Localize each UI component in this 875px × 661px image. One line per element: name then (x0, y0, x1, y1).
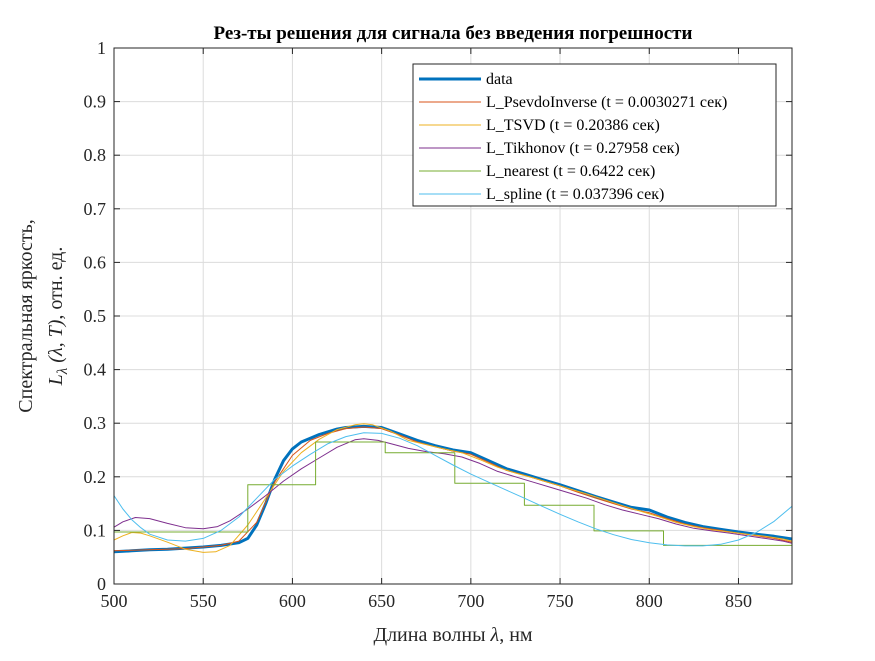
legend: data L_PsevdoInverse (t = 0.0030271 сек) L… (412, 63, 777, 207)
legend-label: L_PsevdoInverse (t = 0.0030271 сек) (486, 94, 727, 111)
y-tick-label: 0.5 (84, 306, 107, 326)
legend-label: L_nearest (t = 0.6422 сек) (486, 163, 655, 180)
chart-title: Рез-ты решения для сигнала без введения … (214, 23, 693, 44)
x-tick-label: 850 (725, 591, 752, 611)
x-tick-label: 750 (547, 591, 574, 611)
series-group (113, 423, 793, 554)
series-line-4 (114, 441, 792, 546)
legend-items: data L_PsevdoInverse (t = 0.0030271 сек) L… (419, 71, 727, 203)
x-tick-label: 550 (190, 591, 217, 611)
x-axis-label-unit: , нм (499, 624, 533, 646)
x-axis-label-text: Длина волны (373, 624, 490, 646)
x-tick-label: 700 (457, 591, 484, 611)
y-axis-label-line1: Спектральная яркость, (15, 219, 37, 412)
series-line-5 (113, 432, 793, 547)
ticks (113, 47, 792, 585)
y-tick-label: 0.2 (84, 467, 107, 487)
x-axis-label-symbol: λ (490, 624, 500, 646)
series-line-0 (113, 424, 793, 554)
y-tick-label: 0.1 (84, 520, 107, 540)
y-tick-label: 0.4 (84, 360, 107, 380)
y-axis-label: Спектральная яркость, Lλ (λ, T), отн. ед… (15, 219, 71, 412)
legend-label: L_TSVD (t = 0.20386 сек) (486, 117, 660, 134)
legend-label: L_spline (t = 0.037396 сек) (486, 186, 664, 203)
x-tick-label: 500 (101, 591, 128, 611)
y-axis-label-L: L (45, 374, 67, 386)
x-axis-label: Длина волны λ, нм (373, 624, 532, 646)
series-line-2 (113, 423, 793, 553)
legend-label: L_Tikhonov (t = 0.27958 сек) (486, 140, 680, 157)
tick-labels: 500 550 600 650 700 750 800 850 0 0.1 0.2 0.3 0.4 0.5… (84, 38, 752, 611)
y-tick-label: 1 (97, 38, 106, 58)
y-axis-label-args: (λ, T) (45, 319, 67, 367)
y-tick-label: 0.7 (84, 199, 107, 219)
legend-box (412, 63, 777, 207)
y-axis-label-line2: Lλ (λ, T), отн. ед. (45, 247, 71, 387)
x-tick-label: 600 (279, 591, 306, 611)
y-tick-label: 0.6 (84, 252, 107, 272)
y-tick-label: 0.3 (84, 413, 107, 433)
x-tick-label: 800 (636, 591, 663, 611)
y-tick-label: 0.8 (84, 145, 107, 165)
y-tick-label: 0.9 (84, 92, 107, 112)
y-axis-label-unit: , отн. ед. (45, 247, 67, 320)
y-tick-label: 0 (97, 574, 106, 594)
legend-label: data (486, 71, 513, 88)
x-tick-label: 650 (368, 591, 395, 611)
y-axis-label-subscript: λ (55, 367, 71, 375)
